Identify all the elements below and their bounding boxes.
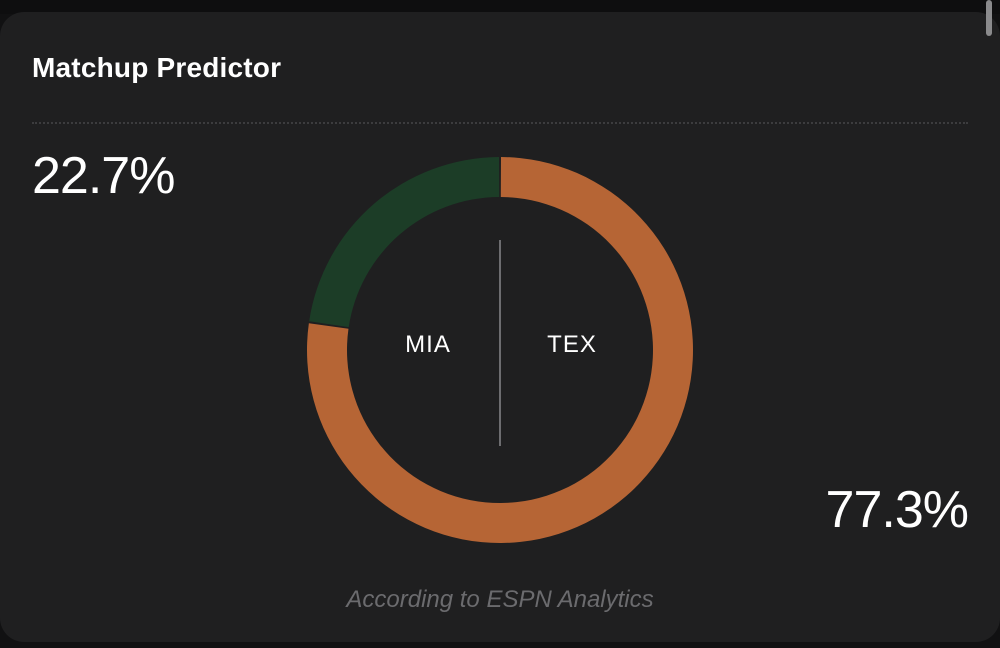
- donut-segment-mia: [309, 157, 500, 328]
- card-title: Matchup Predictor: [32, 52, 282, 83]
- scrollbar[interactable]: [986, 0, 992, 36]
- divider: [32, 122, 968, 124]
- top-strip: [0, 0, 1000, 14]
- tex-win-percentage: 77.3%: [825, 481, 969, 539]
- matchup-predictor-card: Matchup Predictor 22.7% 77.3% MIA TEX Ac…: [0, 12, 1000, 642]
- team-label-tex: TEX: [547, 331, 597, 358]
- win-probability-donut: MIA TEX: [307, 157, 693, 544]
- mia-win-percentage: 22.7%: [32, 147, 175, 205]
- team-label-mia: MIA: [405, 331, 451, 358]
- source-attribution: According to ESPN Analytics: [346, 586, 654, 613]
